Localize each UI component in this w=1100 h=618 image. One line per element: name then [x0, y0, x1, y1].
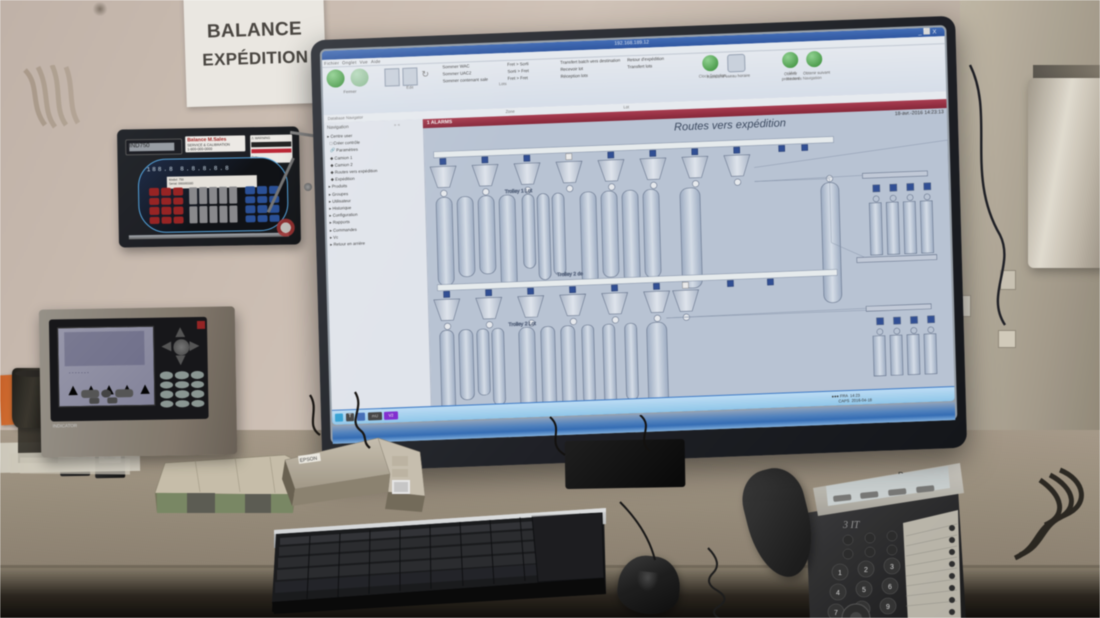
svg-text:Trolley 1 Lot: Trolley 1 Lot: [505, 188, 533, 195]
svg-text:Trolley 1 PL: Trolley 1 PL: [463, 142, 490, 149]
svg-text:7: 7: [834, 610, 838, 617]
svg-text:Trolley 2 Lot: Trolley 2 Lot: [508, 321, 536, 328]
svg-text:3 IT: 3 IT: [842, 520, 861, 531]
svg-text:6: 6: [888, 584, 892, 591]
svg-text:3: 3: [890, 564, 894, 571]
svg-text:4: 4: [836, 590, 840, 597]
svg-text:Trolley 2 de: Trolley 2 de: [557, 271, 583, 278]
svg-text:1: 1: [838, 570, 842, 577]
svg-text:2: 2: [864, 567, 868, 574]
svg-text:5: 5: [862, 587, 866, 594]
svg-text:9: 9: [886, 604, 890, 611]
